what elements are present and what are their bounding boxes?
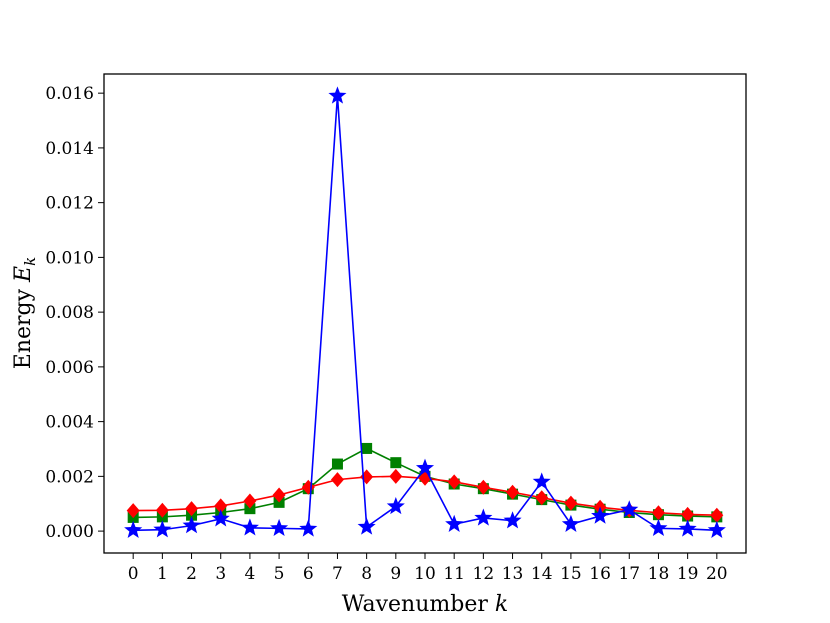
x-axis-label-text: Wavenumber	[342, 592, 489, 617]
x-tick-label: 16	[589, 564, 611, 584]
data-point-star	[445, 514, 464, 532]
y-tick-label: 0.000	[45, 522, 94, 542]
x-tick-label: 12	[473, 564, 495, 584]
data-point-star	[270, 518, 289, 537]
data-point-diamond	[476, 479, 490, 495]
x-tick-label: 8	[361, 564, 372, 584]
data-point-diamond	[506, 484, 520, 500]
data-point-diamond	[681, 506, 695, 522]
series-star	[124, 86, 726, 538]
data-point-square	[390, 457, 402, 469]
y-tick-label: 0.010	[45, 248, 94, 268]
x-tick-label: 1	[157, 564, 168, 584]
x-tick-label: 9	[390, 564, 401, 584]
data-point-square	[331, 458, 343, 470]
x-tick-label: 14	[531, 564, 553, 584]
data-point-diamond	[330, 472, 344, 488]
x-tick-label: 15	[560, 564, 582, 584]
x-axis-label: Wavenumber k	[342, 592, 508, 617]
y-axis-label: Energy Ek	[11, 257, 39, 369]
data-point-star	[620, 500, 639, 518]
data-point-star	[591, 506, 610, 524]
y-axis-label-subscript: k	[21, 257, 39, 266]
data-point-diamond	[564, 495, 578, 511]
x-axis-label-symbol: k	[495, 592, 508, 617]
data-point-star	[649, 518, 668, 537]
x-tick-label: 11	[443, 564, 465, 584]
y-axis-label-symbol: E	[11, 266, 36, 283]
y-axis-label-text: Energy	[11, 288, 36, 369]
data-point-star	[124, 520, 143, 538]
data-point-star	[415, 458, 435, 476]
data-point-star	[357, 517, 376, 535]
data-point-diamond	[155, 502, 169, 518]
data-point-star	[153, 520, 172, 538]
data-point-star	[561, 514, 580, 532]
y-tick-label: 0.016	[45, 84, 94, 104]
x-tick-label: 2	[186, 564, 197, 584]
data-point-star	[299, 519, 318, 537]
data-point-diamond	[126, 503, 140, 519]
data-point-star	[532, 472, 551, 490]
x-tick-label: 18	[648, 564, 670, 584]
data-point-diamond	[447, 474, 461, 490]
y-tick-label: 0.008	[45, 303, 94, 323]
data-point-diamond	[389, 468, 403, 484]
data-point-square	[361, 442, 373, 454]
data-point-diamond	[710, 507, 724, 523]
data-point-star	[182, 516, 201, 534]
data-point-diamond	[535, 490, 549, 506]
data-point-star	[386, 496, 405, 515]
data-point-diamond	[185, 501, 199, 517]
x-tick-label: 3	[215, 564, 226, 584]
x-tick-label: 4	[244, 564, 255, 584]
data-point-square	[244, 503, 256, 515]
data-point-diamond	[272, 487, 286, 503]
x-tick-label: 6	[303, 564, 314, 584]
x-tick-label: 10	[414, 564, 436, 584]
x-tick-label: 20	[706, 564, 728, 584]
x-tick-label: 7	[332, 564, 343, 584]
y-tick-label: 0.002	[45, 467, 94, 487]
data-point-star	[211, 509, 230, 527]
data-point-diamond	[243, 493, 257, 509]
data-point-diamond	[360, 469, 374, 485]
x-tick-label: 13	[502, 564, 524, 584]
data-point-star	[328, 86, 347, 104]
y-tick-label: 0.004	[45, 413, 94, 433]
data-point-star	[474, 508, 493, 526]
data-point-diamond	[651, 505, 665, 521]
x-tick-label: 17	[618, 564, 640, 584]
data-point-star	[678, 519, 697, 537]
x-tick-label: 5	[274, 564, 285, 584]
y-tick-label: 0.014	[45, 139, 94, 159]
data-point-star	[240, 518, 259, 536]
y-tick-label: 0.012	[45, 194, 94, 214]
data-point-star	[503, 511, 522, 529]
y-tick-label: 0.006	[45, 358, 94, 378]
x-tick-label: 0	[128, 564, 139, 584]
data-point-star	[707, 520, 726, 538]
x-tick-label: 19	[677, 564, 699, 584]
data-point-diamond	[214, 498, 228, 514]
